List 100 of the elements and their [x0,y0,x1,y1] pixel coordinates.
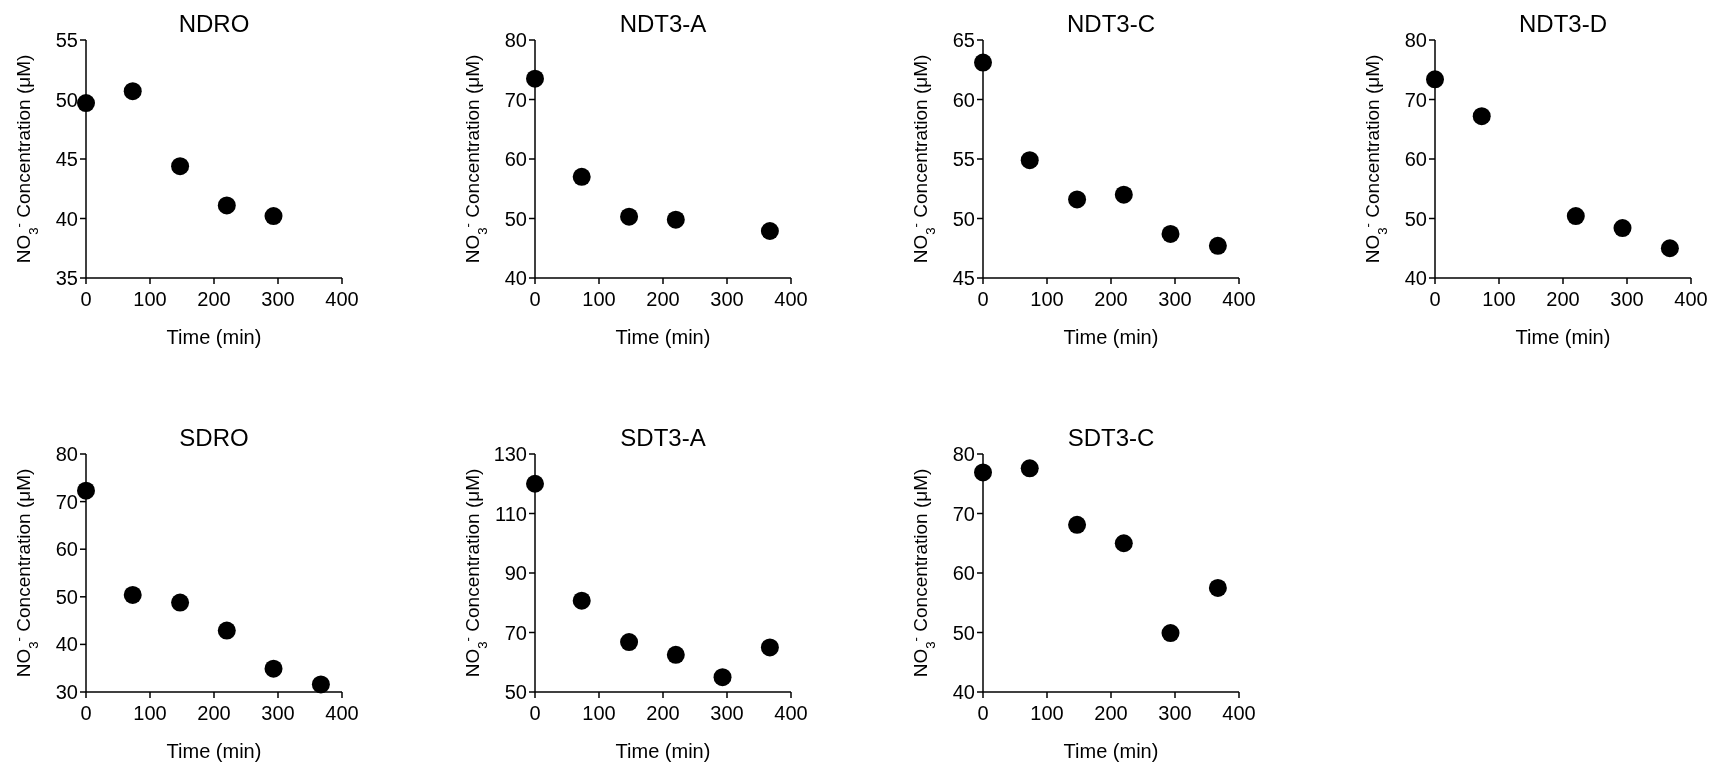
point [311,675,330,694]
point [1068,190,1087,209]
x-axis-title: Time (min) [166,326,262,348]
y-tick-label: 50 [55,88,78,111]
point [217,621,236,640]
x-tick-label: 400 [325,702,359,724]
chart-title: NDT3-D [1519,10,1607,37]
x-tick-label: 300 [710,288,744,310]
x-axis-title: Time (min) [1063,740,1159,762]
x-tick-label: 100 [582,702,616,724]
x-tick-label: 100 [1030,702,1064,724]
x-tick-label: 100 [1482,288,1516,310]
x-tick-label: 300 [261,288,295,310]
point [760,638,779,657]
point [526,69,544,88]
x-tick-label: 100 [582,288,616,310]
point [760,222,779,240]
y-tick-label: 60 [952,562,975,584]
chart-title: NDT3-A [619,10,707,37]
y-tick-label: 40 [55,207,78,230]
point [171,157,190,176]
x-axis-title: Time (min) [615,326,711,348]
y-tick-label: 45 [55,148,78,170]
y-tick-label: 50 [1404,207,1427,230]
y-tick-label: 80 [952,443,975,465]
y-tick-label: 50 [952,207,975,230]
y-tick-label: 70 [952,502,975,525]
x-tick-label: 0 [80,288,92,310]
x-tick-label: 0 [977,288,989,310]
point [1114,534,1133,553]
point [666,645,685,664]
point [1114,185,1133,204]
point [666,210,685,229]
point [620,633,639,652]
x-tick-label: 200 [646,288,680,310]
point [77,481,95,500]
y-tick-label: 50 [504,681,527,703]
y-tick-label: 110 [495,502,527,525]
x-tick-label: 200 [1094,288,1128,310]
chart-title: NDT3-C [1067,10,1155,37]
x-tick-label: 0 [80,702,92,724]
x-tick-label: 400 [1222,288,1256,310]
y-tick-label: 90 [504,562,527,584]
point [1161,624,1180,643]
x-tick-label: 400 [774,702,808,724]
point [974,53,992,72]
x-tick-label: 200 [197,702,231,724]
point [1208,578,1227,597]
point [123,585,142,604]
chart-title: SDRO [179,424,249,451]
x-axis-title: Time (min) [1063,326,1159,348]
y-tick-label: 50 [55,585,78,608]
x-tick-label: 400 [774,288,808,310]
point [620,207,639,226]
point [526,474,544,493]
x-tick-label: 200 [1546,288,1580,310]
x-tick-label: 0 [1429,288,1441,310]
y-tick-label: 60 [1404,148,1427,170]
y-tick-label: 80 [55,443,78,465]
x-tick-label: 300 [1158,702,1192,724]
point [1208,236,1227,255]
x-tick-label: 400 [1222,702,1256,724]
y-tick-label: 40 [55,633,78,656]
x-tick-label: 300 [1610,288,1644,310]
x-axis-title: Time (min) [1515,326,1611,348]
y-tick-label: 45 [952,267,975,289]
y-tick-label: 40 [1404,267,1427,289]
point [264,659,283,678]
point [1660,239,1679,258]
x-tick-label: 400 [1674,288,1708,310]
point [713,668,732,687]
y-tick-label: 50 [504,207,527,230]
y-tick-label: 60 [55,538,78,561]
x-axis-title: Time (min) [166,740,262,762]
y-tick-label: 50 [952,621,975,644]
x-tick-label: 200 [197,288,231,310]
point [1020,151,1039,170]
x-tick-label: 0 [977,702,989,724]
point [572,167,591,186]
y-tick-label: 35 [55,267,78,289]
x-tick-label: 0 [529,702,541,724]
x-tick-label: 300 [710,702,744,724]
point [77,94,95,113]
point [171,593,190,612]
x-axis-title: Time (min) [615,740,711,762]
y-tick-label: 70 [1404,88,1427,111]
point [572,591,591,610]
point [974,463,992,482]
point [264,207,283,226]
y-tick-label: 65 [952,29,975,51]
y-tick-label: 60 [952,88,975,111]
point [123,82,142,101]
y-tick-label: 70 [504,621,527,644]
chart-title: SDT3-C [1067,424,1155,451]
point [217,196,236,215]
chart-title: SDT3-A [620,424,706,451]
x-tick-label: 400 [325,288,359,310]
y-tick-label: 40 [504,267,527,289]
y-tick-label: 60 [504,148,527,170]
y-tick-label: 55 [952,148,975,170]
